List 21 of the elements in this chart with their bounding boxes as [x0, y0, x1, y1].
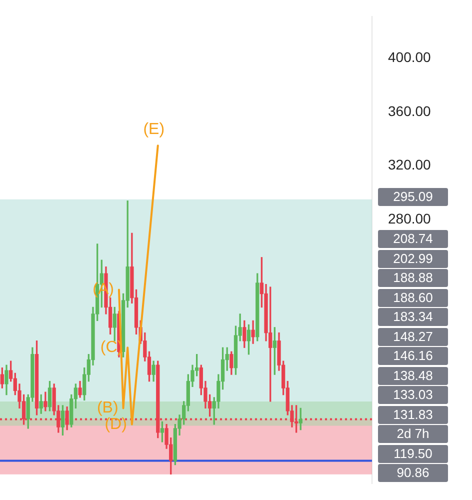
text: 138.48	[378, 366, 448, 384]
text: 131.83	[378, 406, 448, 424]
text: 188.88	[378, 269, 448, 287]
text: 202.99	[378, 250, 448, 268]
text: 148.27	[378, 328, 448, 346]
text: 188.60	[378, 288, 448, 306]
text: 295.09	[378, 188, 448, 206]
data-label: (B)	[96, 400, 118, 417]
text: 183.34	[378, 308, 448, 326]
y-tick-label: 360.00	[388, 102, 432, 119]
y-tick-label: 280.00	[388, 210, 432, 227]
data-label: (D)	[104, 416, 127, 433]
y-tick-label: 400.00	[388, 49, 432, 65]
data-label: (E)	[143, 121, 165, 138]
text: 119.50	[378, 444, 448, 462]
y-tick-label: 320.00	[388, 156, 432, 173]
text: 90.86	[378, 464, 448, 482]
text: 2d 7h	[378, 425, 448, 443]
text: 146.16	[378, 347, 448, 365]
text: 133.03	[378, 386, 448, 404]
text: 208.74	[378, 230, 448, 248]
